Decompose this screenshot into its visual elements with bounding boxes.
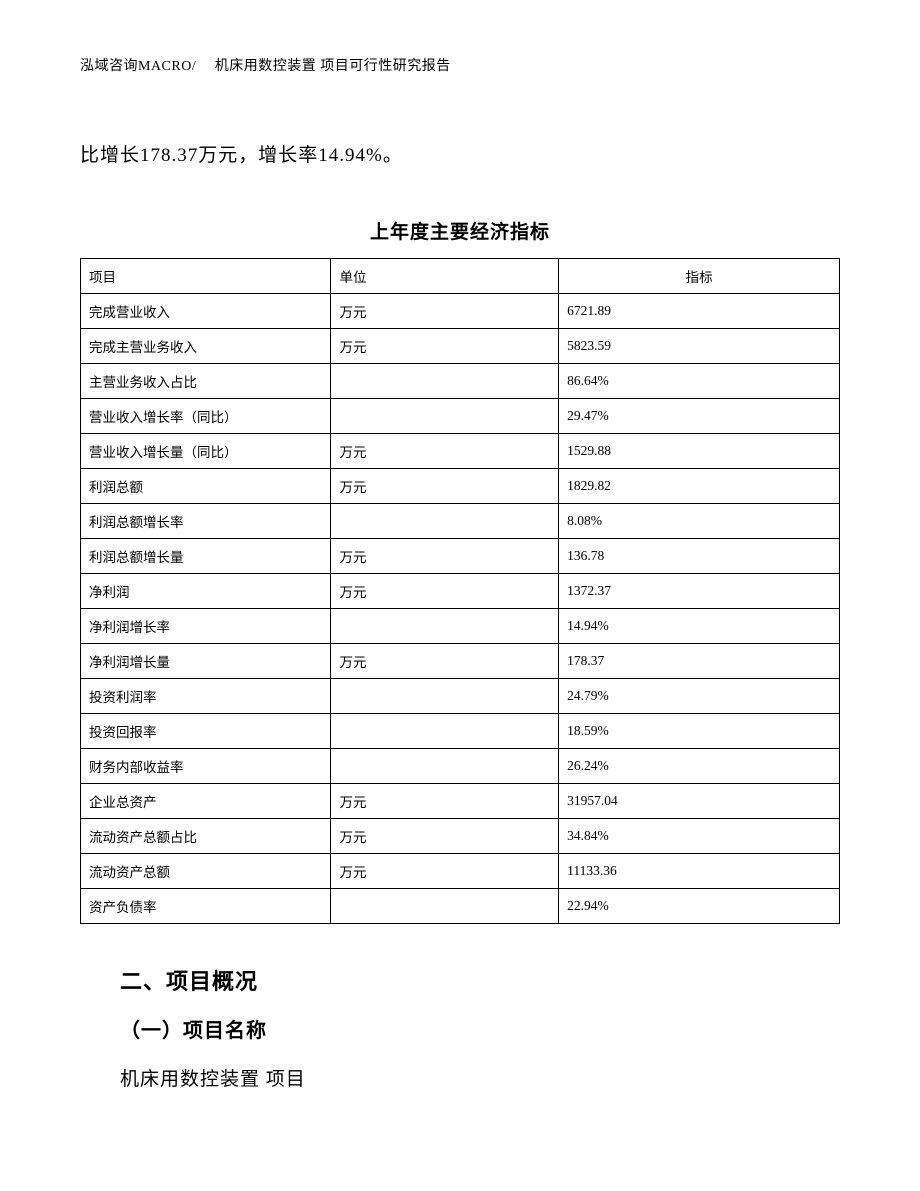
table-cell: 万元 <box>331 468 559 503</box>
table-row: 投资回报率 18.59% <box>81 713 840 748</box>
table-cell: 营业收入增长率（同比） <box>81 398 331 433</box>
table-cell <box>331 503 559 538</box>
table-cell: 净利润 <box>81 573 331 608</box>
table-cell: 净利润增长量 <box>81 643 331 678</box>
table-row: 利润总额增长量万元136.78 <box>81 538 840 573</box>
table-cell: 投资回报率 <box>81 713 331 748</box>
table-cell: 29.47% <box>559 398 840 433</box>
table-row: 完成营业收入万元6721.89 <box>81 293 840 328</box>
table-cell: 24.79% <box>559 678 840 713</box>
table-cell: 万元 <box>331 783 559 818</box>
page-header: 泓域咨询MACRO/ 机床用数控装置 项目可行性研究报告 <box>80 55 840 75</box>
table-row: 营业收入增长率（同比） 29.47% <box>81 398 840 433</box>
col-header-unit: 单位 <box>331 258 559 293</box>
table-row: 流动资产总额万元11133.36 <box>81 853 840 888</box>
table-cell <box>331 363 559 398</box>
table-row: 企业总资产万元31957.04 <box>81 783 840 818</box>
body-paragraph: 比增长178.37万元，增长率14.94%。 <box>80 135 840 177</box>
table-cell: 财务内部收益率 <box>81 748 331 783</box>
table-row: 营业收入增长量（同比）万元1529.88 <box>81 433 840 468</box>
table-title: 上年度主要经济指标 <box>80 217 840 244</box>
table-cell: 利润总额增长量 <box>81 538 331 573</box>
table-cell: 1529.88 <box>559 433 840 468</box>
table-cell: 22.94% <box>559 888 840 923</box>
table-cell: 万元 <box>331 538 559 573</box>
section-heading: 二、项目概况 <box>80 964 840 996</box>
table-cell: 86.64% <box>559 363 840 398</box>
table-cell: 流动资产总额 <box>81 853 331 888</box>
table-row: 净利润增长率 14.94% <box>81 608 840 643</box>
table-cell: 万元 <box>331 573 559 608</box>
table-row: 净利润增长量万元178.37 <box>81 643 840 678</box>
table-cell <box>331 398 559 433</box>
table-cell: 8.08% <box>559 503 840 538</box>
table-row: 流动资产总额占比万元34.84% <box>81 818 840 853</box>
sub-heading: （一）项目名称 <box>80 1014 840 1043</box>
table-row: 完成主营业务收入万元5823.59 <box>81 328 840 363</box>
table-row: 利润总额增长率 8.08% <box>81 503 840 538</box>
table-cell: 万元 <box>331 433 559 468</box>
table-cell: 营业收入增长量（同比） <box>81 433 331 468</box>
table-cell: 投资利润率 <box>81 678 331 713</box>
table-cell: 14.94% <box>559 608 840 643</box>
document-page: 泓域咨询MACRO/ 机床用数控装置 项目可行性研究报告 比增长178.37万元… <box>0 0 920 1159</box>
table-row: 投资利润率 24.79% <box>81 678 840 713</box>
table-cell <box>331 713 559 748</box>
table-cell <box>331 608 559 643</box>
table-row: 财务内部收益率 26.24% <box>81 748 840 783</box>
table-cell: 31957.04 <box>559 783 840 818</box>
table-cell: 主营业务收入占比 <box>81 363 331 398</box>
table-cell <box>331 748 559 783</box>
table-cell: 完成主营业务收入 <box>81 328 331 363</box>
project-name: 机床用数控装置 项目 <box>80 1061 840 1099</box>
table-cell: 1829.82 <box>559 468 840 503</box>
table-cell: 26.24% <box>559 748 840 783</box>
table-body: 完成营业收入万元6721.89完成主营业务收入万元5823.59主营业务收入占比… <box>81 293 840 923</box>
table-cell: 企业总资产 <box>81 783 331 818</box>
table-cell: 1372.37 <box>559 573 840 608</box>
table-cell: 万元 <box>331 853 559 888</box>
table-cell: 万元 <box>331 818 559 853</box>
table-header-row: 项目 单位 指标 <box>81 258 840 293</box>
table-cell: 完成营业收入 <box>81 293 331 328</box>
table-cell: 流动资产总额占比 <box>81 818 331 853</box>
table-row: 利润总额万元1829.82 <box>81 468 840 503</box>
indicators-table: 项目 单位 指标 完成营业收入万元6721.89完成主营业务收入万元5823.5… <box>80 258 840 924</box>
table-cell: 利润总额增长率 <box>81 503 331 538</box>
table-cell: 18.59% <box>559 713 840 748</box>
table-cell: 万元 <box>331 643 559 678</box>
table-cell: 34.84% <box>559 818 840 853</box>
table-cell <box>331 888 559 923</box>
table-cell: 万元 <box>331 293 559 328</box>
table-cell: 净利润增长率 <box>81 608 331 643</box>
table-cell: 资产负债率 <box>81 888 331 923</box>
table-row: 资产负债率 22.94% <box>81 888 840 923</box>
col-header-project: 项目 <box>81 258 331 293</box>
table-cell: 5823.59 <box>559 328 840 363</box>
table-cell: 178.37 <box>559 643 840 678</box>
table-cell: 136.78 <box>559 538 840 573</box>
table-cell: 万元 <box>331 328 559 363</box>
table-cell: 6721.89 <box>559 293 840 328</box>
table-row: 净利润万元1372.37 <box>81 573 840 608</box>
table-cell: 利润总额 <box>81 468 331 503</box>
col-header-indicator: 指标 <box>559 258 840 293</box>
table-cell <box>331 678 559 713</box>
table-row: 主营业务收入占比 86.64% <box>81 363 840 398</box>
table-cell: 11133.36 <box>559 853 840 888</box>
